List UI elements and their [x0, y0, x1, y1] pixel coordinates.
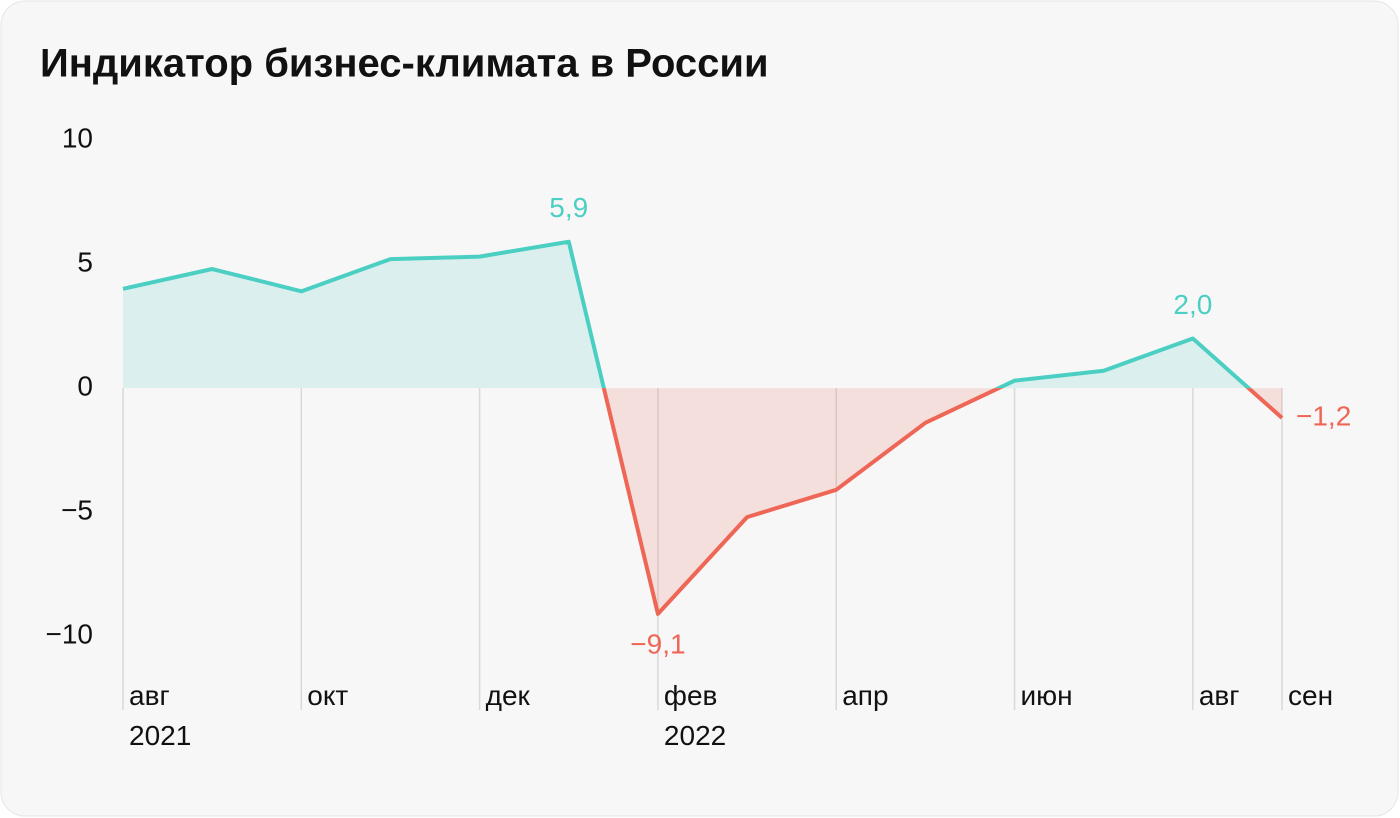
x-tick-label: дек — [486, 680, 531, 711]
x-tick-label: окт — [307, 680, 348, 711]
line-negative — [601, 388, 1284, 616]
x-tick-label: июн — [1021, 680, 1073, 711]
line-positive — [122, 239, 1252, 389]
y-tick-label: 5 — [77, 246, 93, 277]
area-positive — [123, 241, 1282, 389]
value-label: −9,1 — [630, 628, 685, 659]
x-tick-label: сен — [1288, 680, 1333, 711]
y-tick-label: −10 — [46, 619, 94, 650]
y-tick-label: 0 — [77, 370, 93, 401]
value-label: −1,2 — [1296, 400, 1351, 431]
value-label: 5,9 — [549, 192, 588, 223]
x-tick-label: фев 2022 — [664, 680, 726, 751]
x-tick-label: авг 2021 — [129, 680, 191, 751]
area-negative — [603, 388, 1282, 614]
y-tick-label: −5 — [61, 495, 93, 526]
value-label: 2,0 — [1173, 289, 1212, 320]
chart-title: Индикатор бизнес-климата в России — [40, 42, 769, 86]
x-tick-label: авг — [1199, 680, 1240, 711]
x-tick-label: апр — [842, 680, 888, 711]
y-tick-label: 10 — [62, 122, 93, 153]
